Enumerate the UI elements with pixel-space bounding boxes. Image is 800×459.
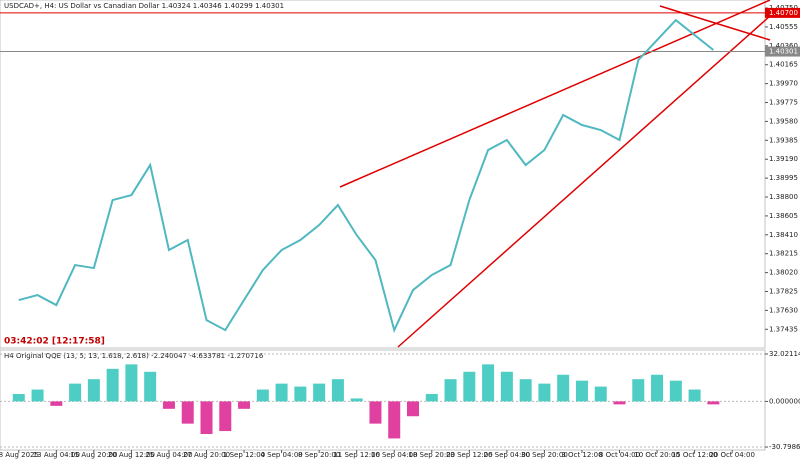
price-label: 1.40301 <box>769 48 798 56</box>
y-tick-label: 0.000000 <box>769 397 800 405</box>
histogram-bar <box>613 401 626 405</box>
x-tick-label: 27 Aug 20:00 <box>183 451 230 459</box>
histogram-bar <box>256 389 269 402</box>
y-tick-label: 1.40555 <box>769 23 798 31</box>
histogram-bar <box>388 401 401 439</box>
y-tick-label: 1.40165 <box>769 61 798 69</box>
price-line-series <box>18 18 714 333</box>
x-tick-label: 8 Aug 2025 <box>0 451 39 459</box>
x-tick-label: 15 Aug 20:00 <box>70 451 117 459</box>
y-tick-label: 1.38995 <box>769 174 798 182</box>
x-tick-label: 4 Sep 04:00 <box>260 451 302 459</box>
histogram-bar <box>219 401 232 432</box>
x-tick-label: 16 Sep 04:00 <box>371 451 418 459</box>
y-tick-label: 1.38020 <box>769 269 798 277</box>
y-tick-label: 1.38605 <box>769 212 798 220</box>
y-tick-label: -30.798655 <box>769 443 800 451</box>
x-tick-label: 20 Aug 12:00 <box>108 451 155 459</box>
histogram-bar <box>482 364 495 402</box>
histogram-bar <box>688 389 701 402</box>
y-tick-label: 1.39775 <box>769 99 798 107</box>
histogram-bar <box>425 394 438 402</box>
histogram-bar <box>575 380 588 402</box>
trend-line <box>339 0 771 188</box>
histogram-bar <box>594 386 607 402</box>
histogram-bar <box>162 401 175 409</box>
histogram-bar <box>519 379 532 402</box>
x-tick-label: 1 Sep 12:00 <box>223 451 265 459</box>
histogram-bar <box>181 401 194 424</box>
histogram-bar <box>369 401 382 424</box>
x-tick-label: 18 Sep 20:00 <box>408 451 455 459</box>
y-tick-label: 1.37630 <box>769 306 798 314</box>
y-tick-label: 1.39190 <box>769 155 798 163</box>
histogram-bar <box>87 379 100 402</box>
x-tick-label: 25 Aug 04:00 <box>145 451 192 459</box>
chart-title: USDCAD+, H4: US Dollar vs Canadian Dolla… <box>4 2 284 10</box>
histogram-bar <box>275 383 288 402</box>
histogram-bar <box>444 379 457 402</box>
histogram-bar <box>12 394 25 402</box>
x-tick-label: 23 Sep 12:00 <box>446 451 493 459</box>
x-tick-label: 15 Oct 12:00 <box>672 451 718 459</box>
x-tick-label: 30 Sep 20:00 <box>521 451 568 459</box>
histogram-bar <box>707 401 720 405</box>
histogram-bar <box>144 371 157 402</box>
y-tick-label: 1.37435 <box>769 325 798 333</box>
histogram-bar <box>407 401 420 417</box>
x-tick-label: 26 Sep 04:00 <box>484 451 531 459</box>
x-tick-label: 13 Aug 04:00 <box>33 451 80 459</box>
x-tick-label: 3 Oct 12:00 <box>561 451 602 459</box>
histogram-bar <box>69 383 82 402</box>
price-label-box <box>765 7 800 18</box>
y-tick-label: 1.37825 <box>769 288 798 296</box>
y-tick-label: 1.38410 <box>769 231 798 239</box>
price-label: 1.40700 <box>769 9 798 17</box>
histogram-bar <box>31 389 44 402</box>
trend-line <box>397 15 771 348</box>
histogram-bar <box>50 401 63 406</box>
x-tick-label: 11 Sep 12:00 <box>333 451 380 459</box>
histogram-bar <box>313 383 326 402</box>
histogram-bar <box>331 379 344 402</box>
price-label-box <box>765 46 800 57</box>
x-tick-label: 8 Oct 04:00 <box>599 451 640 459</box>
timer: 03:42:02 [12:17:58] <box>4 337 105 347</box>
histogram-bar <box>200 401 213 434</box>
y-tick-label: 1.38800 <box>769 193 798 201</box>
histogram-bar <box>238 401 251 409</box>
x-tick-label: 8 Sep 20:00 <box>298 451 340 459</box>
y-tick-label: 1.39970 <box>769 80 798 88</box>
histogram-bar <box>538 383 551 402</box>
indicator-title: H4 Original QQE (13, 5, 13, 1.618, 2.618… <box>4 352 264 360</box>
histogram-bar <box>669 380 682 402</box>
histogram-bar <box>125 364 138 402</box>
y-tick-label: 1.38215 <box>769 250 798 258</box>
histogram-bar <box>500 371 513 402</box>
y-tick-label: 1.39580 <box>769 117 798 125</box>
histogram-bar <box>106 368 119 402</box>
y-tick-label: 1.40360 <box>769 42 798 50</box>
histogram-bar <box>350 398 363 402</box>
histogram-bar <box>632 379 645 402</box>
y-tick-label: 32.021140 <box>769 350 800 358</box>
histogram-bar <box>294 386 307 402</box>
trend-line <box>659 5 771 41</box>
histogram-bar <box>463 371 476 402</box>
y-tick-label: 1.39385 <box>769 136 798 144</box>
histogram-bar <box>557 374 570 402</box>
histogram-bar <box>651 374 664 402</box>
x-tick-label: 10 Oct 20:00 <box>634 451 680 459</box>
x-tick-label: 20 Oct 04:00 <box>709 451 755 459</box>
